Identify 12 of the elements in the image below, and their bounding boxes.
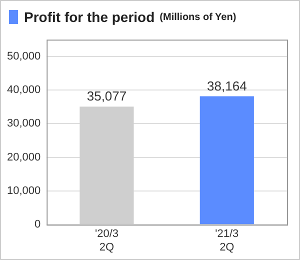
x-tick-label: '21/3 2Q [215, 228, 239, 254]
y-tick-label: 10,000 [6, 184, 41, 197]
data-label: 35,077 [86, 88, 127, 104]
y-tick-label: 20,000 [6, 151, 41, 164]
y-tick-label: 50,000 [6, 50, 41, 62]
chart-title: Profit for the period [24, 9, 155, 25]
chart-subtitle: (Millions of Yen) [160, 12, 236, 22]
data-label: 38,164 [207, 78, 247, 94]
y-tick-label: 0 [34, 218, 41, 231]
y-tick-label: 30,000 [6, 118, 41, 130]
y-tick-label: 40,000 [6, 84, 41, 96]
x-tick-label: '20/3 2Q [94, 228, 118, 254]
